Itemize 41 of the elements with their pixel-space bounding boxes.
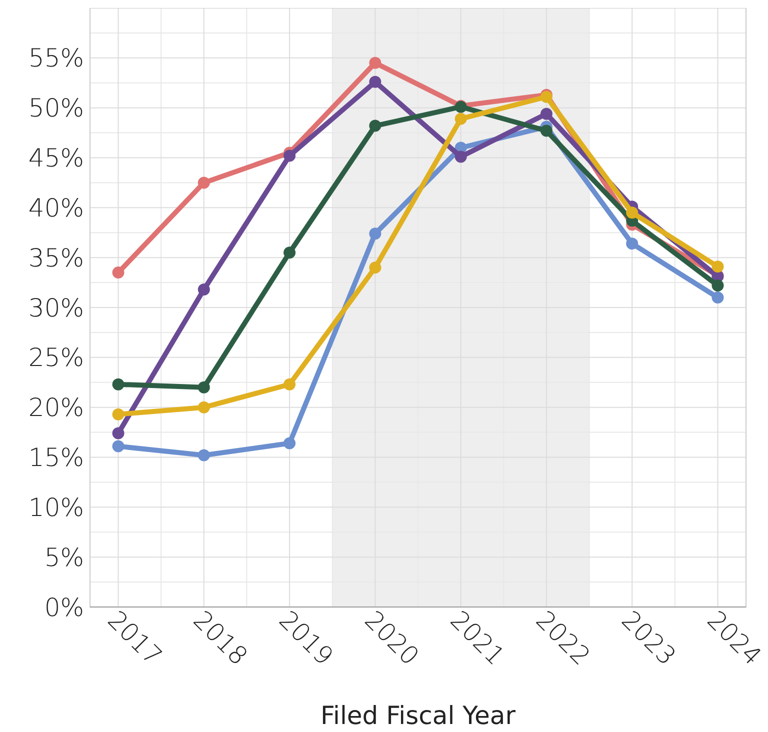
point (112, 378, 124, 390)
y-tick-label: 15% (28, 443, 84, 472)
point (284, 378, 296, 390)
point (112, 440, 124, 452)
point (112, 408, 124, 420)
point (626, 238, 638, 250)
point (198, 401, 210, 414)
point (712, 260, 724, 273)
y-tick-label: 0% (44, 592, 84, 622)
point (626, 206, 638, 219)
point (369, 120, 382, 132)
x-axis-title: Filed Fiscal Year (320, 701, 516, 730)
point (112, 266, 124, 279)
y-tick-label: 35% (28, 243, 84, 272)
point (369, 56, 382, 69)
point (454, 150, 467, 163)
point (712, 292, 724, 304)
point (369, 228, 382, 240)
point (198, 284, 210, 296)
y-tick-label: 20% (28, 393, 84, 422)
point (369, 262, 382, 274)
point (198, 381, 210, 394)
point (454, 112, 467, 125)
y-tick-label: 5% (44, 542, 84, 572)
point (540, 124, 552, 137)
point (540, 108, 552, 120)
point (284, 246, 296, 259)
y-tick-label: 40% (28, 193, 84, 222)
y-tick-label: 25% (28, 343, 84, 372)
point (284, 150, 296, 162)
y-tick-label: 55% (28, 44, 84, 73)
point (284, 437, 296, 450)
y-tick-label: 10% (28, 492, 84, 522)
point (369, 76, 382, 88)
point (112, 427, 124, 440)
y-tick-label: 50% (28, 94, 84, 123)
y-tick-label: 30% (28, 293, 84, 322)
point (198, 449, 210, 462)
y-tick-label: 45% (28, 144, 84, 172)
point (198, 176, 210, 189)
point (712, 280, 724, 292)
